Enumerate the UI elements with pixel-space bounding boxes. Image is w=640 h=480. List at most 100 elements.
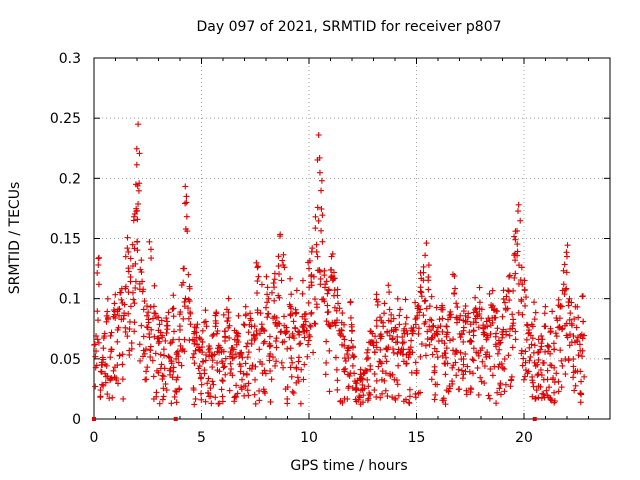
data-point [546,384,553,391]
data-point [155,369,162,376]
data-point [205,375,212,382]
data-point [245,380,252,387]
data-point [415,390,422,397]
data-point [535,356,542,363]
data-point [409,328,416,335]
data-point [120,395,127,402]
data-point [546,344,553,351]
data-point [107,332,114,339]
data-point [125,248,132,255]
data-point [176,336,183,343]
data-point [406,400,413,407]
data-point [171,393,178,400]
data-point [149,357,156,364]
data-point [562,371,569,378]
data-point [334,386,341,393]
data-point [507,383,514,390]
data-point [219,360,226,367]
data-point [575,314,582,321]
data-point [281,338,288,345]
data-point [573,324,580,331]
data-point [481,363,488,370]
data-point [153,393,160,400]
data-point [313,248,320,255]
data-point [220,311,227,318]
data-point [340,366,347,373]
data-point [374,301,381,308]
data-point [385,282,392,289]
data-point [551,399,558,406]
data-point [293,309,300,316]
data-point [182,295,189,302]
data-point [466,338,473,345]
data-point [457,334,464,341]
data-point [497,380,504,387]
data-point [160,385,167,392]
data-point [243,371,250,378]
data-point [164,322,171,329]
data-point [566,342,573,349]
data-point [541,359,548,366]
data-point [273,335,280,342]
data-point [242,360,249,367]
data-point [264,299,271,306]
data-point [182,226,189,233]
data-point [121,312,128,319]
data-point [127,303,134,310]
data-point [300,376,307,383]
data-point [557,347,564,354]
data-point [414,305,421,312]
data-point [293,287,300,294]
data-point [258,281,265,288]
data-point [493,400,500,407]
data-point [96,254,103,261]
data-point [555,296,562,303]
data-point [373,344,380,351]
data-point [193,324,200,331]
data-point [95,255,102,262]
axis-ticks [93,57,611,420]
data-point [251,336,258,343]
data-point [386,332,393,339]
data-point [177,309,184,316]
data-point [202,398,209,405]
data-point [467,321,474,328]
data-point [157,329,164,336]
data-point [132,284,139,291]
data-point [133,161,140,168]
data-point [531,299,538,306]
data-point [214,359,221,366]
data-point [349,328,356,335]
data-point [157,351,164,358]
data-point [558,384,565,391]
data-point [141,298,148,305]
data-point [287,345,294,352]
data-point [204,389,211,396]
data-point [528,341,535,348]
data-point [540,391,547,398]
data-point [124,333,131,340]
data-point [313,241,320,248]
data-point [440,395,447,402]
data-point [417,284,424,291]
data-point [297,340,304,347]
data-point [408,325,415,332]
data-point [228,366,235,373]
data-point [340,333,347,340]
data-point [453,300,460,307]
data-point [104,308,111,315]
data-point [107,377,114,384]
data-point [131,328,138,335]
data-point [470,345,477,352]
data-point [92,383,99,390]
data-point [280,364,287,371]
data-point [568,299,575,306]
data-point [314,253,321,260]
data-point [97,387,104,394]
data-point [147,347,154,354]
data-point [289,330,296,337]
data-point [473,319,480,326]
data-point [486,395,493,402]
data-point [509,344,516,351]
data-point [351,353,358,360]
